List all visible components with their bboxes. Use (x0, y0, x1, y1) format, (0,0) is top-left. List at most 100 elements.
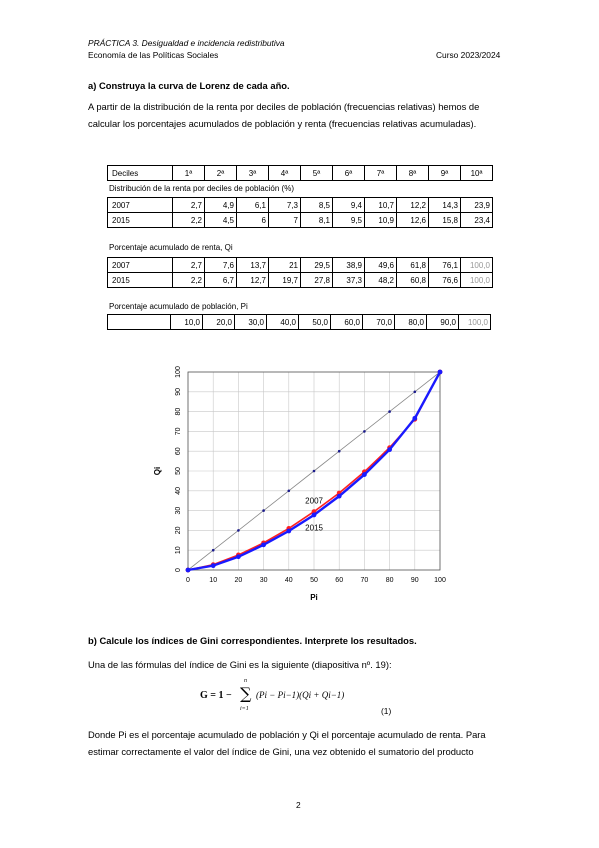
table-cell: 6,7 (204, 272, 237, 288)
page-number: 2 (296, 800, 301, 810)
table-cell: 80,0 (394, 314, 427, 330)
decile-cell: 2ª (204, 165, 237, 181)
x-tick-label: 70 (361, 577, 369, 584)
x-tick-label: 80 (386, 577, 394, 584)
table-row: 2007 2,7 4,9 6,1 7,3 8,5 9,4 10,7 12,2 1… (107, 197, 493, 213)
section-b-intro: Una de las fórmulas del índice de Gini e… (88, 659, 392, 670)
section-b-title: b) Calcule los índices de Gini correspon… (88, 635, 417, 646)
table-cell: 9,4 (332, 197, 365, 213)
qi-table: 2007 2,7 7,6 13,7 21 29,5 38,9 49,6 61,8… (107, 257, 493, 288)
series-point (363, 430, 366, 433)
table-cell: 8,5 (300, 197, 333, 213)
decile-cell: 8ª (396, 165, 429, 181)
table-cell: 12,6 (396, 212, 429, 228)
table-cell: 13,7 (236, 257, 269, 273)
table-cell: 48,2 (364, 272, 397, 288)
table-cell: 19,7 (268, 272, 301, 288)
y-tick-label: 70 (175, 427, 182, 435)
table-cell: 60,8 (396, 272, 429, 288)
table-row: 2007 2,7 7,6 13,7 21 29,5 38,9 49,6 61,8… (107, 257, 493, 273)
y-tick-label: 10 (175, 546, 182, 554)
series-point (286, 528, 292, 534)
header-subject: Economía de las Políticas Sociales (88, 50, 219, 60)
x-tick-label: 40 (285, 577, 293, 584)
series-point (413, 390, 417, 394)
sigma-icon: ∑ (240, 684, 252, 703)
table-cell: 70,0 (362, 314, 395, 330)
table-cell: 4,9 (204, 197, 237, 213)
x-tick-label: 100 (434, 577, 446, 584)
decile-cell: 7ª (364, 165, 397, 181)
chart-series (185, 369, 443, 573)
table-cell: 38,9 (332, 257, 365, 273)
series-point (287, 489, 291, 493)
table-cell: 14,3 (428, 197, 461, 213)
table-cell: 40,0 (266, 314, 299, 330)
y-tick-label: 60 (175, 447, 182, 455)
row-year: 2015 (107, 272, 173, 288)
table-cell: 76,1 (428, 257, 461, 273)
table-cell: 37,3 (332, 272, 365, 288)
table-cell: 6,1 (236, 197, 269, 213)
y-tick-labels: 0 10 20 30 40 50 60 70 80 90 100 (175, 366, 182, 572)
table-cell: 20,0 (202, 314, 235, 330)
series-point (185, 567, 191, 573)
table-cell: 7 (268, 212, 301, 228)
y-tick-label: 100 (175, 366, 182, 378)
table-cell: 10,9 (364, 212, 397, 228)
table-cell: 10,0 (170, 314, 203, 330)
decile-cell: 4ª (268, 165, 301, 181)
series-point (412, 415, 418, 421)
formula-sum-top: n (244, 678, 247, 684)
qi-title: Porcentaje acumulado de renta, Qi (109, 243, 233, 252)
table-cell: 2,7 (172, 197, 205, 213)
decile-cell: 3ª (236, 165, 269, 181)
x-axis-label: Pi (310, 593, 318, 602)
deciles-label: Deciles (107, 165, 173, 181)
section-a-para-2: calcular los porcentajes acumulados de p… (88, 118, 477, 129)
section-a-title: a) Construya la curva de Lorenz de cada … (88, 80, 290, 91)
table-cell: 15,8 (428, 212, 461, 228)
equation-number: (1) (381, 706, 392, 716)
section-b-para-1: Donde Pi es el porcentaje acumulado de p… (88, 729, 486, 740)
table-row: 10,0 20,0 30,0 40,0 50,0 60,0 70,0 80,0 … (107, 314, 491, 330)
pi-table: 10,0 20,0 30,0 40,0 50,0 60,0 70,0 80,0 … (107, 314, 491, 330)
table-cell-empty (107, 314, 171, 330)
table-cell: 27,8 (300, 272, 333, 288)
series-point (388, 410, 391, 413)
decile-cell: 5ª (300, 165, 333, 181)
series-point (237, 529, 240, 532)
distribution-title: Distribución de la renta por deciles de … (109, 184, 294, 193)
table-cell: 21 (268, 257, 301, 273)
y-tick-label: 40 (175, 487, 182, 495)
table-cell: 61,8 (396, 257, 429, 273)
series-point (262, 509, 265, 512)
table-cell: 6 (236, 212, 269, 228)
series-point (362, 472, 367, 477)
table-cell: 76,6 (428, 272, 461, 288)
x-tick-label: 60 (335, 577, 343, 584)
series-point (387, 447, 392, 453)
table-cell: 60,0 (330, 314, 363, 330)
table-cell: 30,0 (234, 314, 267, 330)
y-axis-label: Qi (153, 467, 162, 475)
table-cell: 100,0 (458, 314, 491, 330)
table-cell: 29,5 (300, 257, 333, 273)
y-tick-label: 50 (175, 467, 182, 475)
table-cell: 100,0 (460, 272, 493, 288)
x-tick-label: 20 (235, 577, 243, 584)
table-cell: 50,0 (298, 314, 331, 330)
lorenz-chart: 0 10 20 30 40 50 60 70 80 90 100 0 10 20 30 40 50 60 70 80… (153, 366, 446, 602)
table-cell: 100,0 (460, 257, 493, 273)
table-cell: 10,7 (364, 197, 397, 213)
row-year: 2007 (107, 257, 173, 273)
annotation-2007: 2007 (305, 497, 323, 506)
formula-lhs: G = 1 − (200, 690, 232, 701)
table-row: 2015 2,2 4,5 6 7 8,1 9,5 10,9 12,6 15,8 … (107, 212, 493, 228)
y-tick-label: 90 (175, 388, 182, 396)
formula-sum-bottom: i=1 (240, 706, 249, 712)
table-cell: 2,2 (172, 212, 205, 228)
table-cell: 7,6 (204, 257, 237, 273)
x-tick-labels: 0 10 20 30 40 50 60 70 80 90 100 (186, 577, 446, 584)
chart-axes (187, 371, 441, 571)
